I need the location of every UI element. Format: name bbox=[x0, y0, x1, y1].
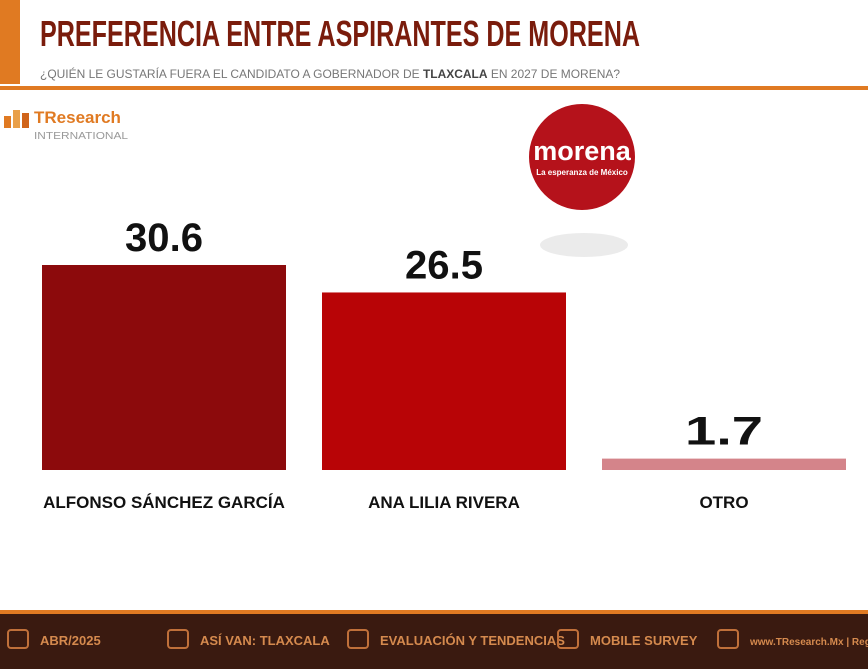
footer-text: ASÍ VAN: TLAXCALA bbox=[200, 633, 330, 648]
bar bbox=[42, 265, 286, 470]
footer-icon bbox=[7, 629, 29, 649]
tresearch-logo: TResearch INTERNATIONAL bbox=[4, 108, 129, 142]
bar bbox=[602, 458, 846, 470]
chart-title: PREFERENCIA ENTRE ASPIRANTES DE MORENA bbox=[40, 13, 640, 54]
footer-band bbox=[0, 614, 868, 669]
footer-icon bbox=[347, 629, 369, 649]
logo-circle bbox=[529, 104, 635, 210]
chart-subtitle: ¿QUIÉN LE GUSTARÍA FUERA EL CANDIDATO A … bbox=[40, 66, 620, 81]
plot: 30.6 ALFONSO SÁNCHEZ GARCÍA 26.5 ANA LILIA … bbox=[42, 216, 846, 512]
logo-text: TResearch bbox=[34, 108, 121, 127]
footer-icon bbox=[557, 629, 579, 649]
value-label: 30.6 bbox=[125, 216, 203, 260]
value-label: 26.5 bbox=[405, 243, 483, 287]
footer-text: MOBILE SURVEY bbox=[590, 633, 698, 648]
value-label: 1.7 bbox=[685, 410, 763, 454]
accent-bar bbox=[0, 0, 20, 84]
footer: ABR/2025 ASÍ VAN: TLAXCALA EVALUACIÓN Y TE… bbox=[7, 629, 868, 649]
footer-icon bbox=[167, 629, 189, 649]
subtitle-part: ¿QUIÉN LE GUSTARÍA FUERA EL CANDIDATO A … bbox=[40, 66, 423, 81]
subtitle-part: TLAXCALA bbox=[423, 67, 488, 81]
logo-icon bbox=[22, 113, 29, 128]
logo-icon bbox=[4, 116, 11, 128]
footer-text: www.TResearch.Mx | Regi bbox=[749, 637, 868, 648]
logo-shadow bbox=[540, 233, 628, 257]
footer-text: EVALUACIÓN Y TENDENCIAS bbox=[380, 633, 565, 648]
category-label: ANA LILIA RIVERA bbox=[368, 493, 520, 512]
morena-logo: morena La esperanza de México bbox=[529, 104, 635, 257]
logo-text: morena bbox=[533, 136, 632, 166]
logo-subtext: La esperanza de México bbox=[536, 168, 628, 177]
bar bbox=[322, 292, 566, 470]
logo-icon bbox=[13, 110, 20, 128]
footer-text: ABR/2025 bbox=[40, 633, 101, 648]
subtitle-part: EN 2027 DE MORENA? bbox=[488, 67, 621, 81]
logo-subtext: INTERNATIONAL bbox=[34, 131, 129, 142]
category-label: ALFONSO SÁNCHEZ GARCÍA bbox=[43, 493, 285, 512]
footer-icon bbox=[717, 629, 739, 649]
footer-rule bbox=[0, 610, 868, 614]
category-label: OTRO bbox=[699, 493, 748, 512]
header-rule bbox=[0, 86, 868, 90]
